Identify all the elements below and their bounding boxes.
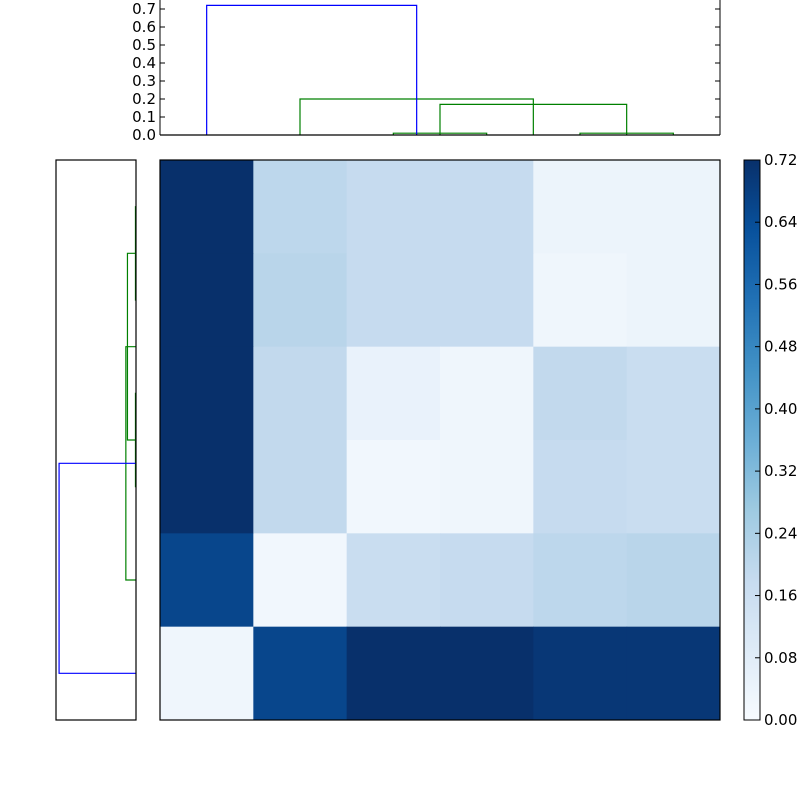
colorbar-tick-label: 0.56: [764, 275, 797, 293]
top-dendrogram-ytick-label: 0.0: [132, 126, 156, 144]
heatmap-cell-r4-c2: [346, 533, 441, 628]
heatmap-cell-r0-c2: [346, 160, 441, 254]
left-dendrogram-frame: [55, 159, 137, 721]
top-dendrogram-ytick-label: 0.1: [132, 108, 156, 126]
colorbar-tick-label: 0.24: [764, 524, 797, 542]
colorbar-tick-label: 0.08: [764, 649, 797, 667]
top-dendrogram-ytick-label: 0.7: [132, 0, 156, 18]
heatmap-cell-r1-c0: [160, 253, 254, 348]
heatmap-cell-r4-c0: [160, 533, 254, 628]
heatmap-cell-r3-c4: [533, 440, 628, 534]
heatmap-cell-r1-c2: [346, 253, 441, 348]
heatmap-cell-r0-c5: [626, 160, 721, 254]
left-dendrogram-panel: [55, 159, 137, 721]
heatmap-cell-r4-c5: [626, 533, 721, 628]
heatmap-cell-r5-c2: [346, 626, 441, 721]
heatmap-cell-r0-c3: [440, 160, 534, 254]
heatmap-cell-r3-c1: [253, 440, 348, 534]
heatmap-cell-r2-c0: [160, 346, 254, 441]
heatmap-cell-r1-c5: [626, 253, 721, 348]
top-dendrogram-link-4: [206, 4, 418, 135]
colorbar-tick-label: 0.72: [764, 151, 797, 169]
heatmap-cell-r2-c1: [253, 346, 348, 441]
heatmap-cell-r0-c1: [253, 160, 348, 254]
top-dendrogram-ytick-label: 0.6: [132, 18, 156, 36]
heatmap-cell-r2-c5: [626, 346, 721, 441]
colorbar-panel: 0.00 0.08 0.16 0.24 0.32 0.40 0.48 0.56 0.64 0.72: [743, 151, 797, 729]
colorbar-tick-label: 0.32: [764, 462, 797, 480]
heatmap-cell-r0-c4: [533, 160, 628, 254]
heatmap-cell-r0-c0: [160, 160, 254, 254]
colorbar-tick-label: 0.48: [764, 338, 797, 356]
heatmap-cell-r5-c1: [253, 626, 348, 721]
heatmap-cell-r5-c4: [533, 626, 628, 721]
heatmap-cell-r2-c4: [533, 346, 628, 441]
heatmap-cell-r4-c3: [440, 533, 534, 628]
heatmap-cell-r3-c2: [346, 440, 441, 534]
top-dendrogram-ytick-label: 0.4: [132, 54, 156, 72]
top-dendrogram-panel: 0.00.10.20.30.40.50.60.7: [132, 0, 721, 144]
colorbar-tick-label: 0.40: [764, 400, 797, 418]
heatmap-cell-r1-c3: [440, 253, 534, 348]
heatmap-cell-r5-c3: [440, 626, 534, 721]
colorbar-tick-label: 0.00: [764, 711, 797, 729]
heatmap-frame: [159, 159, 721, 721]
colorbar-tick-label: 0.64: [764, 213, 797, 231]
heatmap-cell-r2-c2: [346, 346, 441, 441]
colorbar-bar: [743, 159, 761, 721]
top-dendrogram-ytick-label: 0.3: [132, 72, 156, 90]
heatmap-cell-r1-c4: [533, 253, 628, 348]
heatmap-cell-r3-c5: [626, 440, 721, 534]
heatmap-cell-r1-c1: [253, 253, 348, 348]
heatmap-cell-r5-c0: [160, 626, 254, 721]
heatmap-cell-r3-c0: [160, 440, 254, 534]
colorbar-tick-label: 0.16: [764, 587, 797, 605]
heatmap-cell-r4-c1: [253, 533, 348, 628]
left-dendrogram-link-4: [58, 462, 136, 674]
top-dendrogram-ytick-label: 0.2: [132, 90, 156, 108]
top-dendrogram-ytick-label: 0.5: [132, 36, 156, 54]
heatmap-panel: [159, 159, 721, 721]
heatmap-cell-r2-c3: [440, 346, 534, 441]
heatmap-cell-r4-c4: [533, 533, 628, 628]
heatmap-cell-r5-c5: [626, 626, 721, 721]
heatmap-cell-r3-c3: [440, 440, 534, 534]
